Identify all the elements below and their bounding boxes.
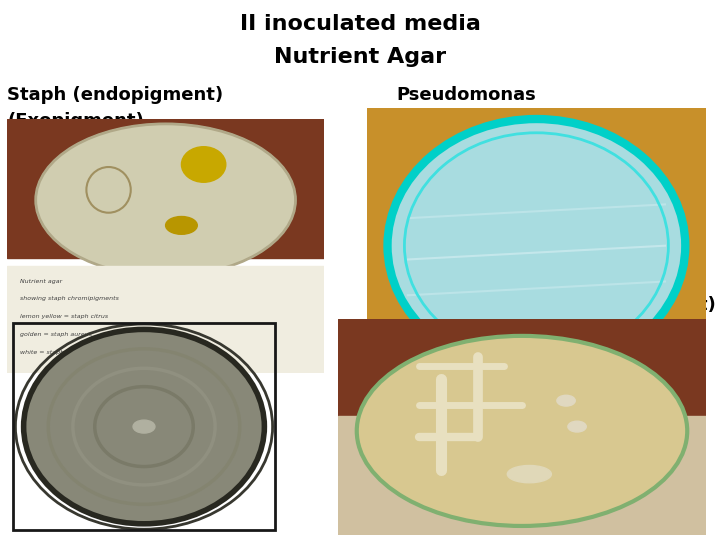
- Text: golden = staph aureus: golden = staph aureus: [20, 332, 92, 337]
- Ellipse shape: [166, 217, 197, 234]
- Ellipse shape: [357, 336, 687, 526]
- Circle shape: [557, 395, 575, 406]
- Circle shape: [568, 421, 586, 432]
- Text: showing staph chromipigments: showing staph chromipigments: [20, 296, 119, 301]
- Text: Staph (endopigment): Staph (endopigment): [7, 85, 223, 104]
- Bar: [7, 266, 324, 373]
- Circle shape: [181, 147, 226, 183]
- Ellipse shape: [24, 329, 264, 524]
- Text: Nutrient agar: Nutrient agar: [20, 279, 62, 284]
- Text: Proteus (swarming): Proteus (swarming): [7, 296, 207, 314]
- Ellipse shape: [36, 124, 295, 276]
- Bar: [338, 416, 706, 535]
- Text: (Exopigment): (Exopigment): [7, 112, 144, 131]
- Text: Nutrient Agar: Nutrient Agar: [274, 46, 446, 67]
- Text: Pseudomonas: Pseudomonas: [396, 85, 536, 104]
- Text: east): east): [665, 296, 716, 314]
- Text: II inoculated media: II inoculated media: [240, 14, 480, 35]
- Bar: [7, 119, 324, 258]
- Text: white = staph albus: white = staph albus: [20, 350, 83, 355]
- Ellipse shape: [387, 119, 685, 373]
- Ellipse shape: [133, 420, 155, 433]
- Ellipse shape: [508, 465, 552, 483]
- Text: lemon yellow = staph citrus: lemon yellow = staph citrus: [20, 314, 108, 319]
- Bar: [338, 319, 706, 416]
